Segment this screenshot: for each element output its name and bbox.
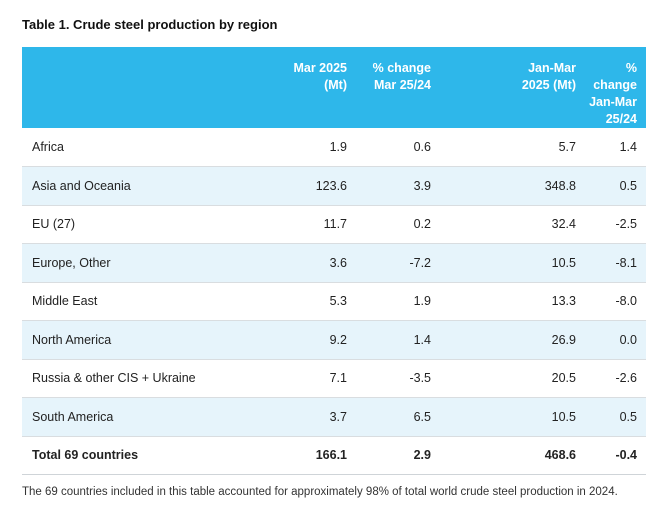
ytd-change-cell: 0.5	[585, 397, 646, 437]
region-cell: Africa	[22, 128, 252, 167]
ytd-change-cell: -0.4	[585, 436, 646, 475]
mar-change-cell: 2.9	[356, 436, 440, 475]
ytd-value-cell: 13.3	[440, 282, 585, 321]
mar-value-cell: 3.7	[252, 397, 356, 437]
mar-change-cell: 0.6	[356, 128, 440, 167]
table-row: EU (27) 11.7 0.2 32.4 -2.5	[22, 205, 646, 244]
ytd-change-cell: 1.4	[585, 128, 646, 167]
ytd-value-cell: 10.5	[440, 397, 585, 437]
ytd-value-cell: 5.7	[440, 128, 585, 167]
table-row: Middle East 5.3 1.9 13.3 -8.0	[22, 282, 646, 321]
mar-change-cell: 1.4	[356, 320, 440, 360]
table-row: North America 9.2 1.4 26.9 0.0	[22, 320, 646, 360]
region-cell: EU (27)	[22, 205, 252, 244]
ytd-value-cell: 32.4	[440, 205, 585, 244]
mar-value-cell: 11.7	[252, 205, 356, 244]
table-header-row: Mar 2025 (Mt) % change Mar 25/24 Jan-Mar…	[22, 47, 646, 128]
region-cell: Asia and Oceania	[22, 166, 252, 206]
region-cell: North America	[22, 320, 252, 360]
mar-value-cell: 1.9	[252, 128, 356, 167]
mar-change-cell: -3.5	[356, 359, 440, 398]
ytd-change-cell: 0.5	[585, 166, 646, 206]
mar-value-cell: 3.6	[252, 243, 356, 283]
header-region	[22, 47, 252, 128]
header-mar-change: % change Mar 25/24	[356, 47, 440, 128]
region-cell: Russia & other CIS + Ukraine	[22, 359, 252, 398]
mar-change-cell: 6.5	[356, 397, 440, 437]
mar-value-cell: 7.1	[252, 359, 356, 398]
mar-change-cell: -7.2	[356, 243, 440, 283]
ytd-change-cell: -2.6	[585, 359, 646, 398]
ytd-change-cell: 0.0	[585, 320, 646, 360]
ytd-change-cell: -8.0	[585, 282, 646, 321]
table-row: Asia and Oceania 123.6 3.9 348.8 0.5	[22, 166, 646, 206]
mar-change-cell: 1.9	[356, 282, 440, 321]
header-mar-2025: Mar 2025 (Mt)	[252, 47, 356, 128]
region-cell: Total 69 countries	[22, 436, 252, 475]
header-jan-mar-change: % change Jan-Mar 25/24	[585, 47, 646, 128]
region-cell: Middle East	[22, 282, 252, 321]
ytd-value-cell: 348.8	[440, 166, 585, 206]
header-jan-mar-2025: Jan-Mar 2025 (Mt)	[440, 47, 585, 128]
ytd-value-cell: 468.6	[440, 436, 585, 475]
ytd-value-cell: 26.9	[440, 320, 585, 360]
ytd-change-cell: -8.1	[585, 243, 646, 283]
table-row: South America 3.7 6.5 10.5 0.5	[22, 397, 646, 437]
mar-value-cell: 5.3	[252, 282, 356, 321]
table-row: Europe, Other 3.6 -7.2 10.5 -8.1	[22, 243, 646, 283]
ytd-value-cell: 10.5	[440, 243, 585, 283]
ytd-change-cell: -2.5	[585, 205, 646, 244]
mar-change-cell: 0.2	[356, 205, 440, 244]
table-row: Africa 1.9 0.6 5.7 1.4	[22, 128, 646, 167]
table-title: Table 1. Crude steel production by regio…	[22, 17, 278, 32]
mar-value-cell: 9.2	[252, 320, 356, 360]
steel-production-table: Mar 2025 (Mt) % change Mar 25/24 Jan-Mar…	[22, 47, 646, 475]
ytd-value-cell: 20.5	[440, 359, 585, 398]
total-row: Total 69 countries 166.1 2.9 468.6 -0.4	[22, 436, 646, 475]
region-cell: Europe, Other	[22, 243, 252, 283]
mar-change-cell: 3.9	[356, 166, 440, 206]
table-row: Russia & other CIS + Ukraine 7.1 -3.5 20…	[22, 359, 646, 398]
mar-value-cell: 123.6	[252, 166, 356, 206]
table-footnote: The 69 countries included in this table …	[22, 486, 618, 498]
mar-value-cell: 166.1	[252, 436, 356, 475]
region-cell: South America	[22, 397, 252, 437]
